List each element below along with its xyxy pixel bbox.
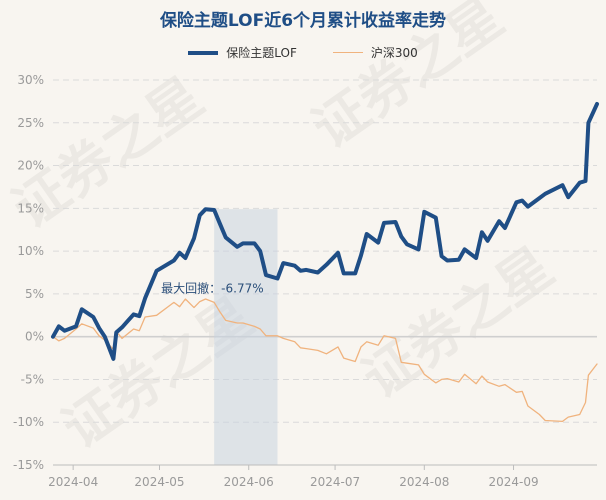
y-tick-label: -15%: [13, 458, 44, 472]
watermark: 证券之星证券之星证券之星证券之星: [1, 0, 564, 461]
legend-item-fund[interactable]: 保险主题LOF: [188, 44, 297, 61]
y-tick-label: 20%: [17, 159, 44, 173]
annotation: 最大回撤：-6.77%: [161, 280, 263, 295]
x-tick-label: 2024-06: [224, 475, 274, 489]
drawdown-rect: [214, 209, 278, 465]
legend-swatch-index: [332, 52, 363, 53]
x-axis: 2024-04 2024-05 2024-06 2024-07 2024-08 2024-…: [48, 464, 597, 489]
legend-label-index: 沪深300: [370, 46, 418, 60]
y-tick-label: 0%: [25, 330, 44, 344]
series-line-index: [52, 298, 598, 423]
series-lines: [51, 102, 599, 423]
y-axis: -15% -10% -5% 0% 5% 10% 15% 20% 25% 30%: [13, 73, 44, 472]
chart-title: 保险主题LOF近6个月累计收益率走势: [159, 11, 447, 31]
legend-label-fund: 保险主题LOF: [226, 46, 297, 60]
x-tick-label: 2024-04: [48, 475, 98, 489]
x-tick-label: 2024-07: [310, 475, 360, 489]
legend-item-index[interactable]: 沪深300: [332, 44, 418, 61]
drawdown-area: [214, 209, 278, 465]
y-tick-label: 10%: [17, 244, 44, 258]
x-tick-label: 2024-05: [134, 475, 184, 489]
y-tick-label: 5%: [25, 287, 44, 301]
y-tick-label: 15%: [17, 201, 44, 215]
y-tick-label: -10%: [13, 415, 44, 429]
max-drawdown-label: 最大回撤：-6.77%: [161, 280, 263, 295]
y-tick-label: 25%: [17, 116, 44, 130]
x-tick-label: 2024-09: [488, 475, 538, 489]
x-tick-label: 2024-08: [399, 475, 449, 489]
series-line-fund: [51, 102, 599, 361]
y-tick-label: -5%: [21, 372, 44, 386]
y-tick-label: 30%: [17, 73, 44, 87]
chart-legend: 保险主题LOF 沪深300: [0, 44, 606, 61]
legend-swatch-fund: [188, 50, 219, 55]
